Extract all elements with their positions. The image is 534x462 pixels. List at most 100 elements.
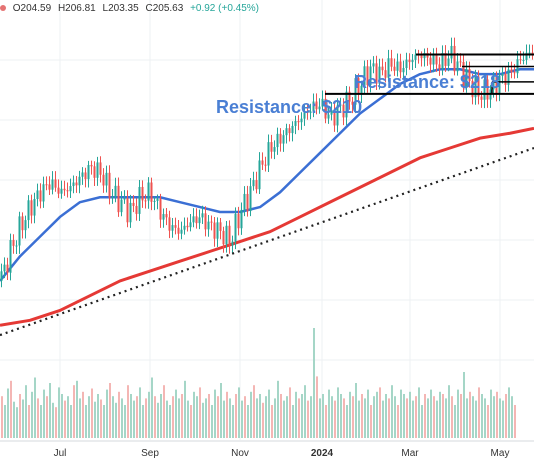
candle-body [78, 176, 81, 186]
volume-bar [445, 398, 447, 438]
volume-bar [337, 387, 339, 438]
volume-bar [1, 396, 3, 438]
volume-bar [310, 396, 312, 438]
volume-bar [184, 380, 186, 438]
resistance-218-label: Resistance: $218 [354, 72, 501, 92]
candle-body [48, 184, 51, 190]
candle-body [24, 220, 27, 231]
candle-body [102, 174, 105, 186]
candle-body [462, 62, 465, 87]
candle-body [18, 216, 21, 246]
volume-bar [142, 405, 144, 438]
volume-bar [289, 387, 291, 438]
volume-bar [355, 383, 357, 438]
candle-body [186, 225, 189, 228]
volume-bar [316, 376, 318, 438]
candle-body [444, 52, 447, 66]
candle-body [81, 172, 84, 177]
volume-bar [475, 400, 477, 438]
volume-bar [448, 385, 450, 438]
volume-bar [328, 389, 330, 438]
volume-bar [424, 394, 426, 438]
candle-body [225, 225, 228, 245]
candle-body [249, 186, 252, 212]
candle-body [366, 66, 369, 86]
volume-bar [460, 394, 462, 438]
volume-bar [238, 387, 240, 438]
volume-bar [349, 391, 351, 438]
volume-bar [79, 398, 81, 438]
candle-body [141, 186, 144, 201]
candle-body [324, 98, 327, 119]
candle-body [162, 214, 165, 220]
volume-bar [199, 387, 201, 438]
candle-body [405, 59, 408, 69]
candle-body [120, 199, 123, 213]
volume-bar [112, 396, 114, 438]
volume-bar [466, 398, 468, 438]
candle-body [423, 52, 426, 59]
candle-body [9, 240, 12, 273]
candle-body [477, 76, 480, 97]
volume-bar [346, 405, 348, 438]
candle-body [330, 109, 333, 115]
candle-body [348, 91, 351, 102]
volume-bar [121, 398, 123, 438]
candle-body [27, 200, 30, 221]
candle-body [267, 142, 270, 166]
volume-bar [19, 394, 21, 438]
volume-bar [70, 405, 72, 438]
candle-body [144, 200, 147, 202]
candle-body [501, 73, 504, 77]
candle-body [357, 78, 360, 95]
volume-bar [7, 388, 9, 438]
volume-bar [46, 396, 48, 438]
volume-bar [274, 398, 276, 438]
volume-bar [61, 394, 63, 438]
volume-bar [250, 391, 252, 438]
volume-bar [190, 405, 192, 438]
volume-bar [226, 391, 228, 438]
volume-bar [358, 400, 360, 438]
volume-bar [232, 405, 234, 438]
candle-body [66, 190, 69, 192]
volume-bar [229, 398, 231, 438]
candle-body [309, 111, 312, 114]
volume-bar [277, 380, 279, 438]
volume-bar [514, 405, 516, 438]
candle-body [522, 59, 525, 61]
volume-bar [265, 396, 267, 438]
candle-body [192, 216, 195, 223]
volume-bar [496, 391, 498, 438]
support-trendline [0, 146, 534, 337]
legend-open: O204.59 [12, 3, 52, 14]
candle-body [60, 188, 63, 194]
candle-body [114, 185, 117, 197]
ma50-path [0, 67, 534, 282]
candle-body [297, 121, 300, 123]
candle-body [375, 63, 378, 84]
x-tick-label: Mar [401, 448, 419, 459]
volume-bar [469, 391, 471, 438]
candle-body [189, 222, 192, 228]
volume-bar [409, 391, 411, 438]
volume-bar [211, 405, 213, 438]
candle-body [15, 245, 18, 247]
volume-bar [505, 394, 507, 438]
volume-bar [397, 405, 399, 438]
volume-bar [256, 398, 258, 438]
candle-body [270, 142, 273, 152]
volume-bar [415, 396, 417, 438]
candle-body [351, 101, 354, 105]
candle-body [21, 216, 24, 231]
candle-body [486, 79, 489, 100]
candle-body [57, 187, 60, 194]
volume-bar [217, 396, 219, 438]
candle-body [213, 222, 216, 239]
candle-body [39, 190, 42, 202]
candle-body [273, 147, 276, 152]
volume-bar [343, 398, 345, 438]
volume-bar [442, 394, 444, 438]
volume-bar [286, 396, 288, 438]
candle-body [315, 101, 318, 110]
